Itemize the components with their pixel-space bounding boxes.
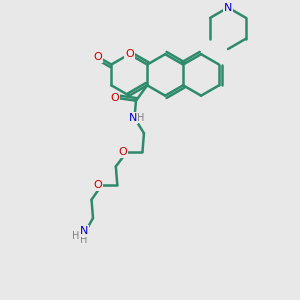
Text: N: N: [224, 2, 232, 13]
Text: O: O: [111, 93, 119, 103]
Text: H: H: [80, 235, 88, 245]
Text: O: O: [118, 147, 127, 157]
Text: H: H: [71, 230, 79, 241]
Text: O: O: [94, 52, 102, 62]
Text: N: N: [80, 226, 88, 236]
Text: O: O: [125, 49, 134, 59]
Text: N: N: [129, 113, 137, 123]
Text: H: H: [137, 113, 145, 123]
Text: O: O: [93, 180, 102, 190]
